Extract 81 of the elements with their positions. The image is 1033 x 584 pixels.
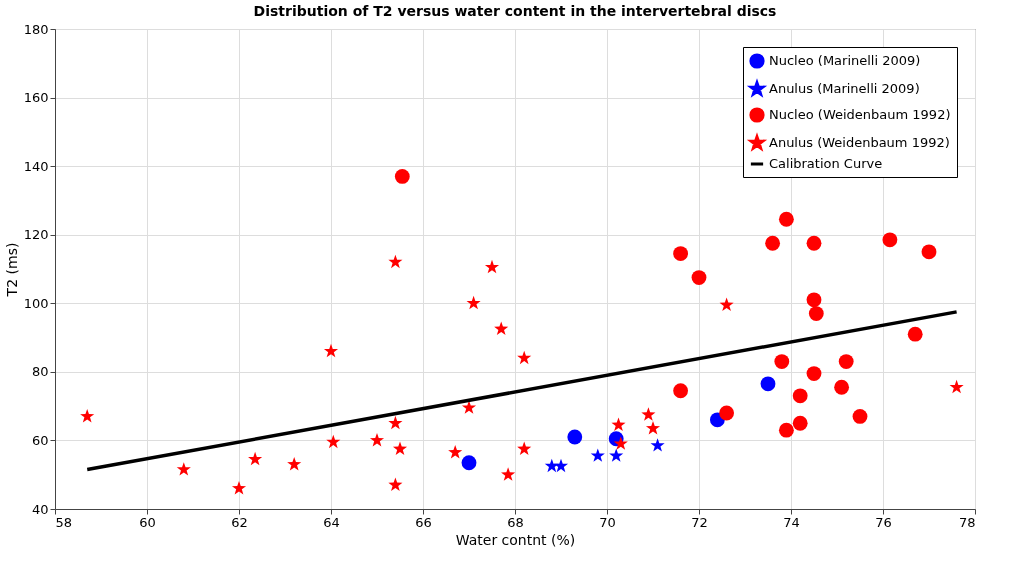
point [392,441,408,455]
x-tick-label: 64 [323,514,340,530]
x-tick-label: 72 [691,514,708,530]
point [611,417,626,431]
x-tick-label: 70 [599,514,616,530]
x-tick-label: 74 [783,514,800,530]
point [461,455,477,471]
point [388,254,403,269]
chart-title: Distribution of T2 versus water content in the intervertebral discs [253,3,777,19]
point [287,457,302,471]
point [517,441,532,455]
point [691,270,707,285]
point [553,458,569,473]
legend-label: Anulus (Marinelli 2009) [769,81,920,96]
point [590,448,605,462]
point [650,438,665,452]
point [806,366,822,381]
point [808,306,824,321]
point [949,379,964,394]
point [394,169,410,184]
x-tick-label: 68 [507,514,524,530]
point [673,246,689,261]
point [792,388,808,404]
point [838,354,854,369]
point [466,295,481,310]
point [448,445,463,459]
point [921,244,937,260]
point [882,232,898,248]
point [388,477,403,491]
y-tick-label: 160 [23,90,49,106]
point [326,434,341,449]
legend-label: Anulus (Weidenbaum 1992) [769,135,950,150]
point [369,433,385,447]
point [461,400,477,414]
point [388,415,403,430]
x-tick-label: 60 [139,514,156,530]
point [80,409,95,423]
point [567,429,583,445]
legend-label: Nucleo (Marinelli 2009) [769,53,921,68]
point [248,451,263,466]
point [517,350,532,365]
point [792,415,808,431]
point [494,321,509,335]
point [323,343,339,358]
point [806,292,822,308]
point [852,409,868,424]
legend-label: Nucleo (Weidenbaum 1992) [769,107,951,122]
legend-label: Calibration Curve [769,156,883,171]
point [673,383,689,399]
x-tick-label: 58 [55,514,73,530]
point [907,326,923,342]
x-tick-label: 66 [415,514,432,530]
x-axis-title: Water contnt (%) [455,531,576,548]
point [613,436,628,450]
point [231,481,247,495]
x-tick-label: 62 [231,514,248,530]
point [765,235,781,251]
point [719,297,734,311]
x-tick-label: 76 [875,514,892,530]
point [778,422,794,438]
point [484,259,500,274]
point [760,376,776,392]
y-tick-label: 60 [31,432,49,448]
x-tick-label: 78 [958,514,976,530]
point [806,235,822,251]
point [778,211,794,227]
point [719,405,735,421]
point [641,407,656,421]
point [774,354,790,369]
point [645,421,661,435]
y-tick-label: 120 [23,227,49,243]
y-axis-title: T2 (ms) [3,242,20,298]
point [609,448,624,462]
point [834,379,850,395]
point [176,462,191,476]
y-tick-label: 40 [31,501,49,517]
y-tick-label: 140 [23,158,49,174]
point [501,467,516,481]
y-tick-label: 100 [23,295,49,311]
y-tick-label: 80 [31,364,49,380]
y-tick-label: 180 [23,21,49,37]
